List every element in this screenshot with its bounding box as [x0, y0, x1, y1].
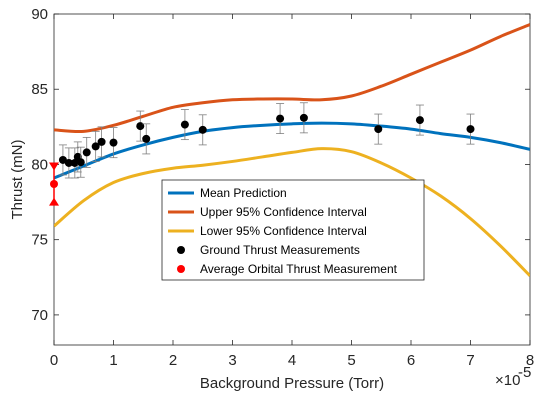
legend-entry-label: Mean Prediction — [200, 186, 287, 200]
x-exponent-label: ×10 — [495, 372, 520, 389]
x-exponent-power: -5 — [518, 364, 531, 381]
plot-area: 0 1 2 3 4 5 6 7 8 70 75 80 85 90 Background Pressure (… — [9, 6, 534, 392]
ground-measurement-point — [299, 113, 308, 122]
y-tick-label: 85 — [31, 81, 48, 98]
ground-measurement-point — [97, 137, 106, 146]
ground-measurement-point — [180, 120, 189, 129]
ground-measurement-point — [82, 148, 91, 157]
x-tick-label: 7 — [466, 352, 474, 369]
x-tick-label: 3 — [228, 352, 236, 369]
legend-entry-label: Ground Thrust Measurements — [200, 243, 360, 257]
y-tick-label: 70 — [31, 307, 48, 324]
x-tick-label: 2 — [169, 352, 177, 369]
ground-measurement-point — [136, 122, 145, 131]
x-tick-label: 1 — [109, 352, 117, 369]
mean-prediction-line — [54, 121, 530, 180]
legend-marker-swatch — [177, 246, 185, 254]
x-tick-label: 4 — [288, 352, 296, 369]
orbital-error-cap-top — [49, 162, 59, 171]
legend-entry-label: Average Orbital Thrust Measurement — [200, 262, 398, 276]
legend: Mean Prediction Upper 95% Confidence Inte… — [161, 179, 425, 281]
legend-entry-label: Lower 95% Confidence Interval — [200, 224, 367, 238]
ground-measurement-point — [64, 158, 73, 167]
orbital-error-cap-bottom — [49, 197, 59, 206]
ground-measurement-point — [76, 158, 85, 167]
plot-inner — [54, 23, 530, 277]
ground-measurement-point — [91, 142, 100, 151]
x-tick-label: 8 — [526, 352, 534, 369]
upper-confidence-line — [54, 23, 530, 134]
x-tick-label: 6 — [407, 352, 415, 369]
ground-measurement-point — [415, 116, 424, 125]
legend-box — [161, 179, 425, 281]
ground-measurement-point — [374, 125, 383, 134]
ground-measurement-point — [198, 125, 207, 134]
ground-measurement-point — [276, 114, 285, 123]
ground-measurement-point — [466, 125, 475, 134]
ground-measurement-point — [142, 134, 151, 143]
ground-measurement-point — [70, 158, 79, 167]
x-tick-label: 5 — [347, 352, 355, 369]
legend-entry-label: Upper 95% Confidence Interval — [200, 205, 367, 219]
ground-measurement-point — [109, 138, 118, 147]
ground-measurement-point — [58, 155, 67, 164]
x-tick-label: 0 — [50, 352, 58, 369]
y-axis-label: Thrust (mN) — [9, 140, 26, 220]
lower-confidence-line — [54, 147, 530, 277]
x-axis-label: Background Pressure (Torr) — [200, 375, 384, 392]
legend-marker-swatch — [177, 265, 185, 273]
orbital-measurement-point — [50, 180, 58, 189]
y-tick-label: 90 — [31, 6, 48, 23]
y-tick-label: 80 — [31, 156, 48, 173]
y-tick-label: 75 — [31, 232, 48, 249]
